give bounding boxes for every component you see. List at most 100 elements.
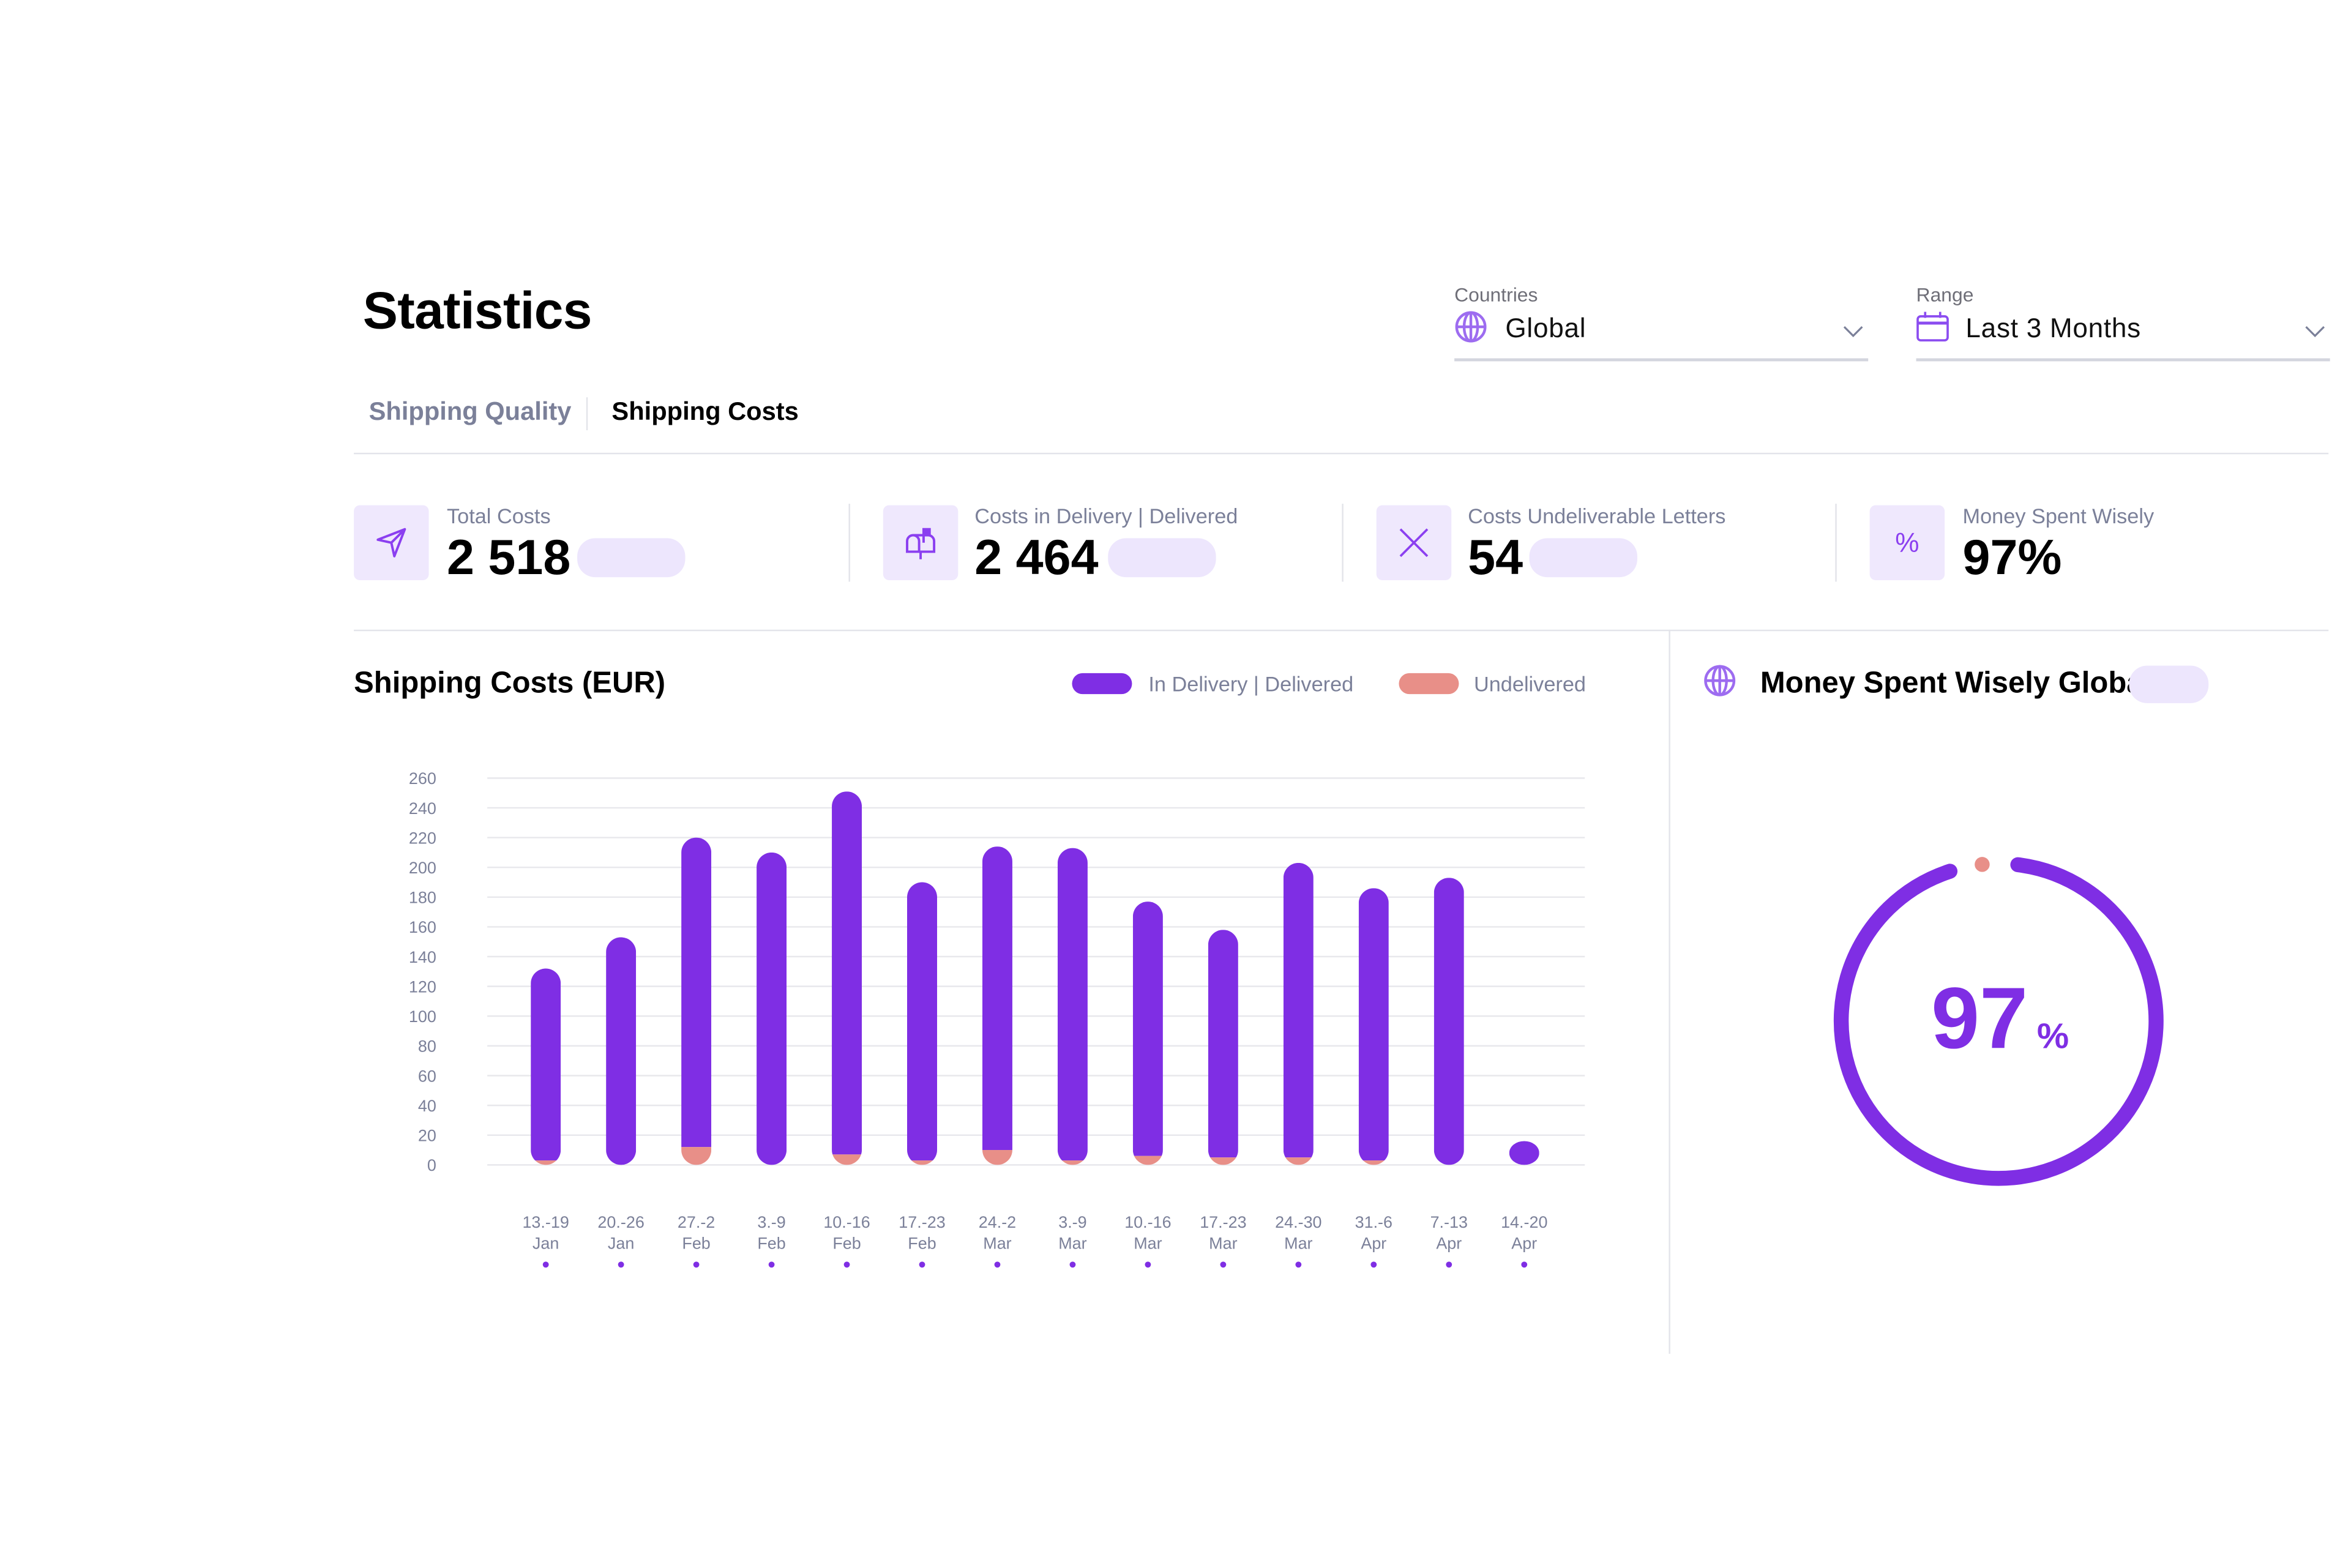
bar-stack[interactable] — [681, 837, 712, 1165]
x-tick-label-month: Jan — [608, 1234, 634, 1253]
x-tick-label-month: Mar — [1209, 1234, 1237, 1253]
x-tick-dot — [542, 1261, 549, 1268]
bar-undelivered[interactable] — [982, 1150, 1012, 1165]
x-tick-label-month: Feb — [908, 1234, 936, 1253]
bar-undelivered[interactable] — [1057, 1160, 1088, 1165]
kpi-trend-pill — [1528, 538, 1637, 578]
range-value: Last 3 Months — [1965, 313, 2141, 343]
x-tick-label-month: Mar — [983, 1234, 1011, 1253]
bar-undelivered[interactable] — [1208, 1157, 1238, 1165]
bar-undelivered[interactable] — [531, 1160, 561, 1165]
bar-stack[interactable] — [1283, 862, 1314, 1165]
calendar-icon — [1916, 312, 1949, 342]
bar-stack[interactable] — [1057, 848, 1088, 1165]
x-tick-dot — [1370, 1261, 1377, 1268]
bar-delivered[interactable] — [1358, 888, 1389, 1161]
legend-label-undelivered: Undelivered — [1473, 671, 1586, 696]
bar-undelivered[interactable] — [1283, 1157, 1314, 1165]
bar-stack[interactable] — [1208, 930, 1238, 1165]
kpi-label: Costs in Delivery | Delivered — [974, 504, 1238, 528]
bar-delivered[interactable] — [1283, 862, 1314, 1158]
x-tick-dot — [1220, 1261, 1227, 1268]
bar-stack[interactable] — [606, 937, 637, 1165]
x-tick-dot — [843, 1261, 850, 1268]
countries-dropdown[interactable]: Countries Global — [1454, 283, 1869, 363]
bar-delivered[interactable] — [606, 937, 637, 1165]
bar-delivered[interactable] — [1509, 1141, 1539, 1165]
kpi-total-costs: Total Costs 2 518 — [354, 504, 834, 584]
y-tick-label: 100 — [409, 1007, 436, 1026]
bar-delivered[interactable] — [1208, 930, 1238, 1158]
bar-delivered[interactable] — [1433, 878, 1464, 1165]
y-tick-label: 40 — [418, 1097, 436, 1115]
kpi-label: Costs Undeliverable Letters — [1468, 504, 1726, 528]
bar-delivered[interactable] — [681, 837, 712, 1148]
gauge-value: 97% — [1931, 968, 2069, 1069]
kpi-value: 97% — [1962, 529, 2062, 585]
gauge-value-number: 97 — [1931, 969, 2028, 1068]
bar-stack[interactable] — [1433, 878, 1464, 1165]
bar-delivered[interactable] — [757, 852, 787, 1165]
x-tick-dot — [1145, 1261, 1151, 1268]
x-tick-label-range: 3.-9 — [1058, 1213, 1086, 1231]
bar-stack[interactable] — [832, 791, 862, 1165]
x-tick-label-range: 24.-30 — [1275, 1213, 1321, 1231]
bar-delivered[interactable] — [531, 968, 561, 1161]
kpi-label: Money Spent Wisely — [1962, 504, 2155, 528]
bar-undelivered[interactable] — [1132, 1155, 1163, 1165]
range-label: Range — [1916, 283, 1974, 306]
bar-stack[interactable] — [982, 846, 1012, 1165]
tab-shipping-quality[interactable]: Shipping Quality — [368, 397, 572, 426]
x-tick-dot — [1446, 1261, 1452, 1268]
bar-stack[interactable] — [531, 968, 561, 1165]
bar-stack[interactable] — [1358, 888, 1389, 1165]
x-icon — [1376, 505, 1452, 580]
x-tick-dot — [618, 1261, 624, 1268]
kpi-divider — [848, 504, 850, 582]
y-tick-label: 80 — [418, 1037, 436, 1056]
kpi-money-spent-wisely: % Money Spent Wisely 97% — [1869, 504, 2320, 584]
gauge-title: Money Spent Wisely Global — [1760, 667, 2152, 700]
bar-delivered[interactable] — [1132, 902, 1163, 1156]
x-tick-label-range: 14.-20 — [1501, 1213, 1547, 1231]
globe-icon — [1704, 665, 1736, 696]
x-tick-label-month: Mar — [1058, 1234, 1086, 1253]
kpi-value: 2 464 — [974, 529, 1099, 585]
y-tick-label: 220 — [409, 829, 436, 847]
y-tick-label: 180 — [409, 889, 436, 907]
x-tick-label-range: 10.-16 — [1124, 1213, 1171, 1231]
bar-delivered[interactable] — [982, 846, 1012, 1151]
gauge-value-unit: % — [2036, 1016, 2069, 1057]
shipping-costs-chart: 0 20 40 60 80 100 120 140 160 180 200 220 240 260 13.-… — [409, 769, 1585, 1268]
mailbox-icon — [883, 505, 959, 580]
kpi-label: Total Costs — [446, 504, 551, 528]
y-tick-label: 60 — [418, 1067, 436, 1085]
bar-stack[interactable] — [907, 882, 937, 1165]
bar-stack[interactable] — [757, 852, 787, 1165]
bar-stack[interactable] — [1509, 1141, 1539, 1165]
x-tick-label-month: Feb — [832, 1234, 861, 1253]
x-tick-label-month: Apr — [1361, 1234, 1386, 1253]
bar-delivered[interactable] — [907, 882, 937, 1161]
x-tick-dot — [1521, 1261, 1528, 1268]
gauge-trend-pill — [2129, 665, 2209, 703]
bar-undelivered[interactable] — [1358, 1160, 1389, 1165]
bar-stack[interactable] — [1132, 902, 1163, 1165]
x-tick-label-range: 27.-2 — [678, 1213, 715, 1231]
bar-undelivered[interactable] — [907, 1160, 937, 1165]
bar-delivered[interactable] — [832, 791, 862, 1155]
bar-delivered[interactable] — [1057, 848, 1088, 1161]
x-tick-label-range: 17.-23 — [1200, 1213, 1246, 1231]
tab-shipping-costs[interactable]: Shipping Costs — [611, 397, 799, 426]
bar-undelivered[interactable] — [832, 1154, 862, 1165]
x-tick-label-range: 20.-26 — [597, 1213, 644, 1231]
money-spent-wisely-gauge — [1833, 857, 2164, 1186]
bar-undelivered[interactable] — [681, 1147, 712, 1165]
kpi-trend-pill — [577, 538, 685, 578]
kpi-divider — [1342, 504, 1344, 582]
y-tick-label: 140 — [409, 948, 436, 966]
range-dropdown[interactable]: Range Last 3 Months — [1916, 283, 2330, 363]
panel-divider — [1669, 629, 1670, 1354]
x-tick-label-range: 13.-19 — [522, 1213, 569, 1231]
